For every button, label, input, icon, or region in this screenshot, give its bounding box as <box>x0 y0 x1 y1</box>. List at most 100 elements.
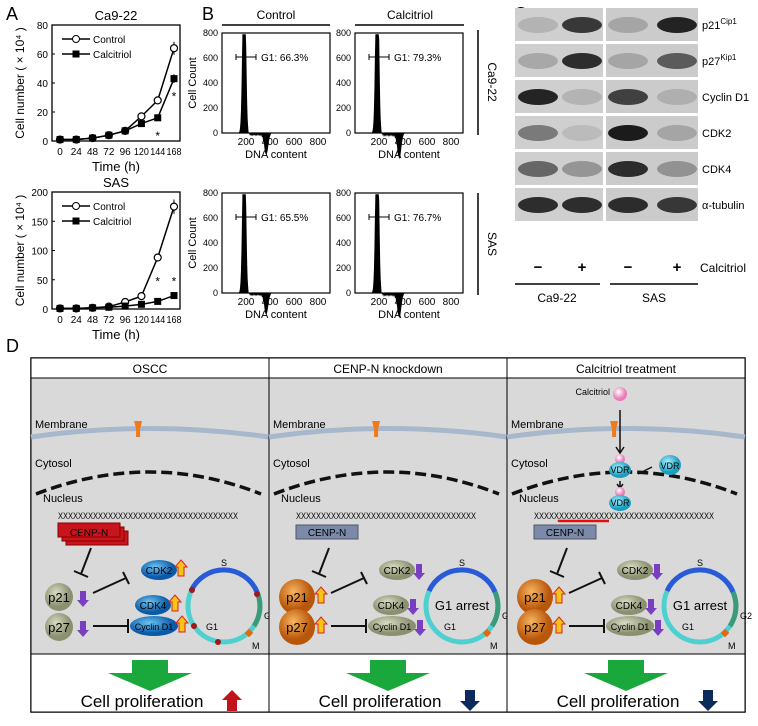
vdr-label: VDR <box>610 498 630 508</box>
y-axis-label: Cell number ( × 10⁴ ) <box>13 195 27 307</box>
x-tick-label: 600 <box>286 297 303 308</box>
protein-band <box>608 125 648 141</box>
protein-band <box>608 197 648 213</box>
cdk2-label: CDK2 <box>384 566 411 577</box>
nucleus-label: Nucleus <box>43 493 83 505</box>
x-tick-label: 144 <box>150 315 165 326</box>
data-point <box>170 292 178 300</box>
repression-marker <box>557 519 609 523</box>
proliferation-down-arrow-icon <box>460 690 480 711</box>
histogram-bars <box>370 34 409 159</box>
protein-band <box>518 53 558 69</box>
data-point <box>169 44 179 53</box>
cdk4-down-arrow-icon <box>407 599 419 615</box>
g2-phase-arc <box>727 591 739 628</box>
nuclear-envelope <box>273 470 500 496</box>
data-point <box>169 202 179 211</box>
data-point <box>170 75 178 83</box>
g1-label: G1 <box>444 622 456 632</box>
x-tick-label: 168 <box>167 147 182 158</box>
protein-superscript: Cip1 <box>720 17 737 26</box>
y-tick-label: 800 <box>336 28 351 38</box>
membrane-label: Membrane <box>273 419 326 431</box>
vdr-protein <box>609 462 631 478</box>
y-tick-label: 600 <box>203 53 218 63</box>
g1-percentage: G1: 65.5% <box>261 213 308 224</box>
calcitriol-label: Calcitriol <box>575 387 610 397</box>
cenpn-label: CENP-N <box>308 528 346 539</box>
cyclin-protein <box>606 616 654 636</box>
y-tick-label: 600 <box>203 213 218 223</box>
x-tick-label: 800 <box>443 297 460 308</box>
x-axis-label: Time (h) <box>92 159 140 174</box>
p27-down-arrow-icon <box>77 621 89 637</box>
x-tick-label: 200 <box>371 137 388 148</box>
p27-protein <box>45 613 73 641</box>
cdk4-label: CDK4 <box>616 601 643 612</box>
histogram-bars <box>370 194 409 318</box>
protein-band <box>518 197 558 213</box>
x-tick-label: 24 <box>71 147 83 158</box>
chart-title: Ca9-22 <box>95 8 138 23</box>
legend-label: Control <box>93 35 125 46</box>
cenpn-block <box>57 522 121 538</box>
protein-band <box>562 125 602 141</box>
y-tick-label: 60 <box>37 50 49 61</box>
cytosol-label: Cytosol <box>273 458 310 470</box>
result-arrow <box>108 660 192 691</box>
p27-label: p27 <box>48 620 70 635</box>
cdk4-down-arrow-icon <box>645 599 657 615</box>
inhibition-lines <box>330 571 368 633</box>
nucleus-label: Nucleus <box>519 493 559 505</box>
cytosol-label: Cytosol <box>35 458 72 470</box>
x-tick-label: 96 <box>120 315 132 326</box>
p27-label: p27 <box>524 620 546 635</box>
g1-gate-marker <box>235 214 257 220</box>
significance-mark: * <box>155 275 160 289</box>
cyclin-protein <box>130 616 178 636</box>
dna-strand: XXXXXXXXXXXXXXXXXXXXXXXXXXXXXXXXXXXX <box>534 511 714 521</box>
vdr-label: VDR <box>660 461 680 471</box>
nucleus-label: Nucleus <box>281 493 321 505</box>
y-tick-label: 200 <box>203 103 218 113</box>
column-header-calcitriol: Calcitriol <box>387 8 433 22</box>
p21-protein <box>517 579 553 615</box>
p27-label: p27 <box>286 620 308 635</box>
p21-label: p21 <box>524 590 546 605</box>
g1-arrest-label: G1 arrest <box>435 598 490 613</box>
cenpn-block <box>533 524 597 540</box>
proliferation-down-arrow-icon <box>698 690 718 711</box>
treatment-label: Calcitriol <box>700 261 746 275</box>
cdk2-protein <box>141 560 177 580</box>
p21-up-arrow-icon <box>313 586 329 604</box>
cenpn-label: CENP-N <box>70 528 108 539</box>
x-tick-label: 0 <box>57 315 63 326</box>
protein-label: p21Cip1 <box>702 17 737 32</box>
x-tick-label: 200 <box>371 297 388 308</box>
p27-up-arrow-icon <box>551 616 567 634</box>
data-point <box>105 303 113 311</box>
result-label: Cell proliferation <box>557 692 680 711</box>
result-label: Cell proliferation <box>319 692 442 711</box>
s-label: S <box>221 558 227 568</box>
protein-label: Cyclin D1 <box>702 92 749 104</box>
y-axis-label: Cell Count <box>187 57 199 108</box>
x-tick-label: 600 <box>419 297 436 308</box>
g2-phase-arc <box>489 591 501 628</box>
dna-strand: XXXXXXXXXXXXXXXXXXXXXXXXXXXXXXXXXXXX <box>58 511 238 521</box>
diagram-column-2: Calcitriol treatment Membrane Cytosol Nucle… <box>506 357 752 713</box>
protein-band <box>518 125 558 141</box>
protein-band <box>657 125 697 141</box>
protein-band <box>518 89 558 105</box>
x-tick-label: 400 <box>262 137 279 148</box>
protein-band <box>608 89 648 105</box>
histogram-frame <box>221 192 331 294</box>
legend-marker <box>72 35 80 43</box>
histogram-frame <box>354 192 464 294</box>
protein-name: α-tubulin <box>702 200 744 212</box>
y-tick-label: 400 <box>203 238 218 248</box>
cdk4-label: CDK4 <box>140 601 167 612</box>
proliferation-up-arrow-icon <box>222 690 242 711</box>
chart-title: SAS <box>103 175 129 190</box>
